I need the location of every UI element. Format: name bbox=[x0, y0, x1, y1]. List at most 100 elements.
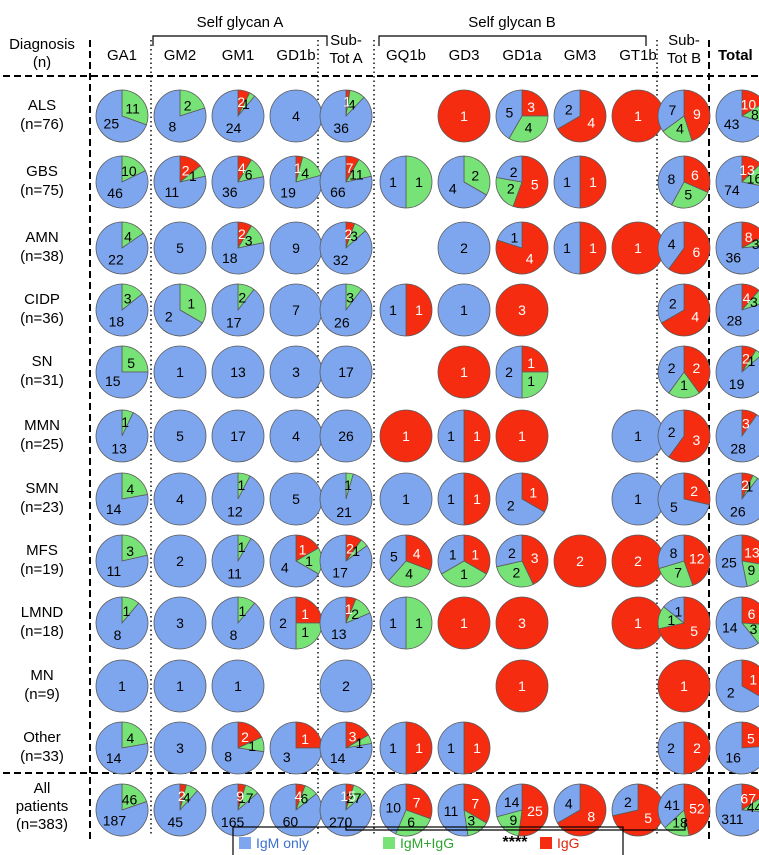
pie-slice-igm bbox=[211, 409, 265, 463]
row-label-name: SN bbox=[32, 353, 53, 370]
group-a-bracket bbox=[152, 35, 328, 46]
pie-als-gt1b: 1 bbox=[611, 89, 665, 143]
row-label-name: CIDP bbox=[24, 291, 60, 308]
pie-mmn-sub-tot-b: 23 bbox=[657, 409, 711, 463]
pie-slice-igm bbox=[211, 659, 265, 713]
pie-label-igm: 8 bbox=[168, 119, 176, 135]
pie-amn-gm2: 5 bbox=[153, 221, 207, 275]
pie-label-igm: 36 bbox=[333, 120, 349, 136]
pie-slice-igm bbox=[153, 659, 207, 713]
significance-label: **** bbox=[503, 834, 529, 851]
pie-slice-igm bbox=[657, 221, 685, 270]
pie-slice-igg bbox=[741, 721, 759, 749]
row-label-n: (n=383) bbox=[16, 816, 68, 833]
pie-all-patients-gm3: 48 bbox=[553, 783, 607, 837]
pie-slice-igm bbox=[319, 345, 373, 399]
pie-slice-igg bbox=[579, 155, 607, 209]
pie-label-igm: 2 bbox=[507, 498, 515, 514]
pie-label-igm: 2 bbox=[165, 309, 173, 325]
pie-slice-igm bbox=[437, 721, 465, 775]
column-header-gd1b: GD1b bbox=[276, 47, 315, 64]
pie-mfs-gd3: 111 bbox=[437, 534, 491, 588]
pie-label-igmigg: 1 bbox=[344, 477, 352, 493]
pie-label-igg: 2 bbox=[693, 740, 701, 756]
pie-als-gd3: 1 bbox=[437, 89, 491, 143]
pie-label-igm: 14 bbox=[330, 750, 346, 766]
pie-slice-igg bbox=[521, 534, 549, 585]
pie-label-igmigg: 3 bbox=[750, 621, 758, 637]
pie-label-igmigg: 1 bbox=[415, 174, 423, 190]
pie-lmnd-ga1: 81 bbox=[95, 596, 149, 650]
pie-slice-igm bbox=[319, 283, 373, 337]
pie-label-igm: 2 bbox=[342, 678, 350, 694]
pie-slice-igg bbox=[668, 221, 711, 275]
pie-cidp-ga1: 18 3 bbox=[95, 283, 149, 337]
pie-slice-igmigg bbox=[121, 534, 148, 562]
pie-label-igm: 2 bbox=[624, 794, 632, 810]
pie-label-igm: 11 bbox=[107, 563, 122, 579]
pie-mmn-gm2: 5 bbox=[153, 409, 207, 463]
pie-label-igg: 2 bbox=[742, 350, 750, 366]
pie-label-igg: 1 bbox=[343, 94, 351, 110]
pie-gbs-gd3: 42 bbox=[437, 155, 491, 209]
pie-slice-igg bbox=[683, 472, 711, 506]
pie-mmn-total: 28 3 bbox=[715, 409, 759, 463]
pie-slice-igm bbox=[437, 783, 469, 837]
pie-label-igm: 18 bbox=[109, 314, 125, 330]
row-label-n: (n=19) bbox=[20, 561, 64, 578]
pie-label-igmigg: 1 bbox=[189, 168, 197, 184]
pie-mfs-gd1b: 4 11 bbox=[269, 534, 323, 588]
pie-slice-igm bbox=[95, 409, 149, 463]
pie-slice-igm bbox=[379, 534, 407, 582]
pie-slice-igm bbox=[553, 89, 581, 130]
column-header-gm3: GM3 bbox=[564, 47, 597, 64]
pie-label-igg: 1 bbox=[402, 428, 410, 444]
pie-slice-igm bbox=[95, 534, 149, 588]
pie-slice-igm bbox=[437, 221, 491, 275]
pie-label-igg: 2 bbox=[690, 483, 698, 499]
pie-label-igmigg: 6 bbox=[245, 167, 253, 183]
pie-label-igmigg: 1 bbox=[239, 603, 247, 619]
pie-mmn-gd1b: 4 bbox=[269, 409, 323, 463]
pie-als-sub-tot-a: 36 41 bbox=[319, 89, 373, 143]
pie-amn-sub-tot-b: 46 bbox=[657, 221, 711, 275]
pie-label-igg: 1 bbox=[299, 542, 307, 558]
pie-slice-igg bbox=[512, 155, 549, 209]
pie-label-igm: 5 bbox=[506, 105, 514, 121]
pie-label-igg: 2 bbox=[576, 553, 584, 569]
pie-smn-gq1b: 1 bbox=[379, 472, 433, 526]
pie-label-igm: 17 bbox=[338, 364, 354, 380]
pie-label-igg: 5 bbox=[644, 810, 652, 826]
pie-label-igm: 10 bbox=[385, 799, 401, 815]
pie-label-igm: 270 bbox=[329, 814, 353, 830]
pie-slice-igm bbox=[269, 534, 320, 588]
pie-label-igg: 1 bbox=[634, 615, 642, 631]
pie-slice-igm bbox=[657, 283, 685, 324]
pie-slice-igm bbox=[153, 534, 207, 588]
column-header-gm1: GM1 bbox=[222, 47, 255, 64]
pie-label-igmigg: 2 bbox=[507, 181, 515, 197]
pie-label-igm: 45 bbox=[168, 814, 184, 830]
pie-als-gm2: 82 bbox=[153, 89, 207, 143]
pie-label-igmigg: 8 bbox=[751, 106, 759, 122]
pie-slice-igmigg bbox=[179, 283, 207, 324]
pie-label-igm: 14 bbox=[106, 750, 122, 766]
pie-slice-igm bbox=[495, 783, 523, 818]
pie-label-igmigg: 1 bbox=[356, 735, 364, 751]
pie-label-igmigg: 3 bbox=[124, 290, 132, 306]
pie-label-igm: 21 bbox=[336, 504, 352, 520]
pie-slice-igmigg bbox=[440, 560, 488, 588]
pie-slice-igm bbox=[211, 721, 265, 775]
row-label-n: (n=33) bbox=[20, 748, 64, 765]
pie-slice-igm bbox=[211, 155, 265, 209]
legend: IgM only IgM+IgG IgG bbox=[232, 826, 624, 855]
pie-slice-igg bbox=[741, 534, 759, 565]
pie-slice-igmigg bbox=[740, 289, 759, 311]
pie-label-igm: 2 bbox=[667, 740, 675, 756]
